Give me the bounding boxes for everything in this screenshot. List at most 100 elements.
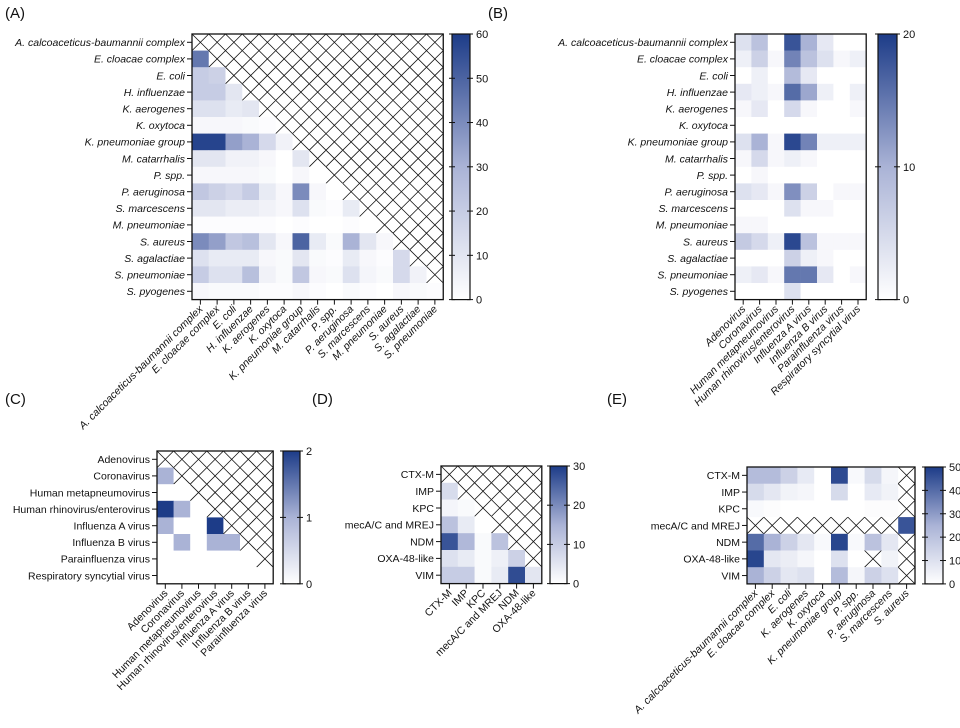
hatched-cell (507, 516, 526, 534)
heatmap-cell (225, 216, 243, 234)
hatched-cell (524, 499, 543, 517)
heatmap-cell (157, 500, 174, 518)
heatmap-cell (735, 249, 752, 267)
heatmap-cell (817, 150, 834, 168)
colorbar-gradient (549, 465, 568, 585)
heatmap-cell (275, 133, 293, 151)
hatched-cell (375, 66, 394, 85)
hatched-cell (208, 33, 226, 51)
heatmap-cell (225, 100, 243, 118)
hatched-cell (426, 266, 444, 284)
hatched-cell (275, 66, 293, 85)
colorbar: 0 10 20 (875, 29, 915, 307)
heatmap-cell (190, 517, 208, 535)
colorbar-tick-label: 60 (476, 29, 488, 41)
hatched-cell (524, 465, 543, 484)
heatmap-cell (259, 133, 277, 151)
hatched-cell (409, 133, 427, 151)
heatmap-cell (833, 249, 851, 267)
hatched-cell (426, 50, 444, 68)
hatched-cell (864, 516, 882, 535)
heatmap-cell (833, 117, 851, 134)
hatched-cell (375, 149, 394, 168)
heatmap-cell (256, 567, 274, 585)
hatched-cell (308, 100, 327, 118)
heatmap-cell (800, 50, 818, 68)
heatmap-cell (784, 150, 801, 168)
heatmap-cell (800, 283, 818, 300)
row-label: M. catarrhalis (665, 153, 729, 165)
hatched-cell (359, 100, 377, 118)
hatched-cell (375, 199, 394, 217)
hatched-cell (409, 66, 427, 85)
heatmap-cell (833, 166, 851, 184)
heatmap-cell (491, 550, 509, 568)
heatmap-cell (849, 50, 867, 68)
colorbar-tick-label: 0 (903, 295, 909, 307)
hatched-cell (325, 133, 344, 151)
heatmap-cell (192, 216, 210, 234)
heatmap-cell (157, 467, 174, 485)
hatched-cell (241, 33, 260, 51)
hatched-cell (897, 466, 916, 484)
heatmap-cell (309, 200, 327, 217)
hatched-cell (239, 533, 257, 551)
heatmap-cell (751, 249, 769, 267)
heatmap-cell (326, 200, 344, 217)
heatmap-cell (767, 249, 785, 267)
heatmap-cell (780, 533, 798, 551)
hatched-cell (392, 199, 411, 217)
row-label: Influenza A virus (74, 521, 150, 533)
hatched-cell (426, 199, 444, 217)
hatched-cell (206, 500, 224, 518)
heatmap-cell (735, 166, 752, 184)
colorbar-tick-label: 10 (476, 250, 488, 262)
row-label: mecA/C and MREJ (345, 520, 434, 532)
heatmap-cell (309, 233, 327, 251)
heatmap-cell (767, 150, 785, 168)
hatched-cell (189, 467, 208, 485)
hatched-cell (847, 516, 865, 535)
heatmap-cell (817, 200, 834, 217)
heatmap-cell (376, 283, 394, 300)
heatmap-cell (292, 200, 310, 217)
heatmap-cell (767, 133, 785, 151)
heatmap-cell (833, 100, 851, 118)
hatched-cell (308, 149, 327, 168)
heatmap-cell (359, 216, 377, 234)
heatmap-cell (784, 67, 801, 85)
heatmap-cell (208, 67, 226, 85)
heatmap-cell (814, 567, 832, 585)
hatched-cell (292, 50, 310, 68)
heatmap-cell (393, 266, 411, 284)
heatmap-cell (800, 34, 818, 51)
hatched-cell (426, 249, 444, 267)
heatmap-cell (831, 567, 849, 585)
row-label: Parainfluenza virus (61, 554, 150, 566)
hatched-cell (830, 516, 849, 535)
heatmap-cell (409, 283, 427, 300)
hatched-cell (256, 467, 274, 485)
heatmap-cell (208, 117, 226, 134)
heatmap-cell (242, 249, 260, 267)
heatmap-cell (751, 216, 769, 234)
heatmap-cell (242, 200, 260, 217)
heatmap-cell (192, 150, 210, 168)
heatmap-cell (797, 500, 815, 518)
heatmap-cell (508, 566, 526, 584)
hatched-cell (191, 33, 210, 51)
heatmap-cell (275, 283, 293, 300)
heatmap-cell (849, 266, 867, 284)
heatmap-cell (225, 117, 243, 134)
heatmap-cell (800, 133, 818, 151)
hatched-cell (409, 199, 427, 217)
hatched-cell (813, 516, 832, 535)
hatched-cell (474, 465, 492, 484)
colorbar-tick-label: 0 (949, 579, 955, 591)
hatched-cell (258, 50, 277, 68)
heatmap-cell (192, 283, 210, 300)
heatmap-cell (192, 200, 210, 217)
hatched-cell (359, 83, 377, 101)
heatmap-cell (173, 567, 191, 585)
heatmap-cell (190, 550, 208, 568)
